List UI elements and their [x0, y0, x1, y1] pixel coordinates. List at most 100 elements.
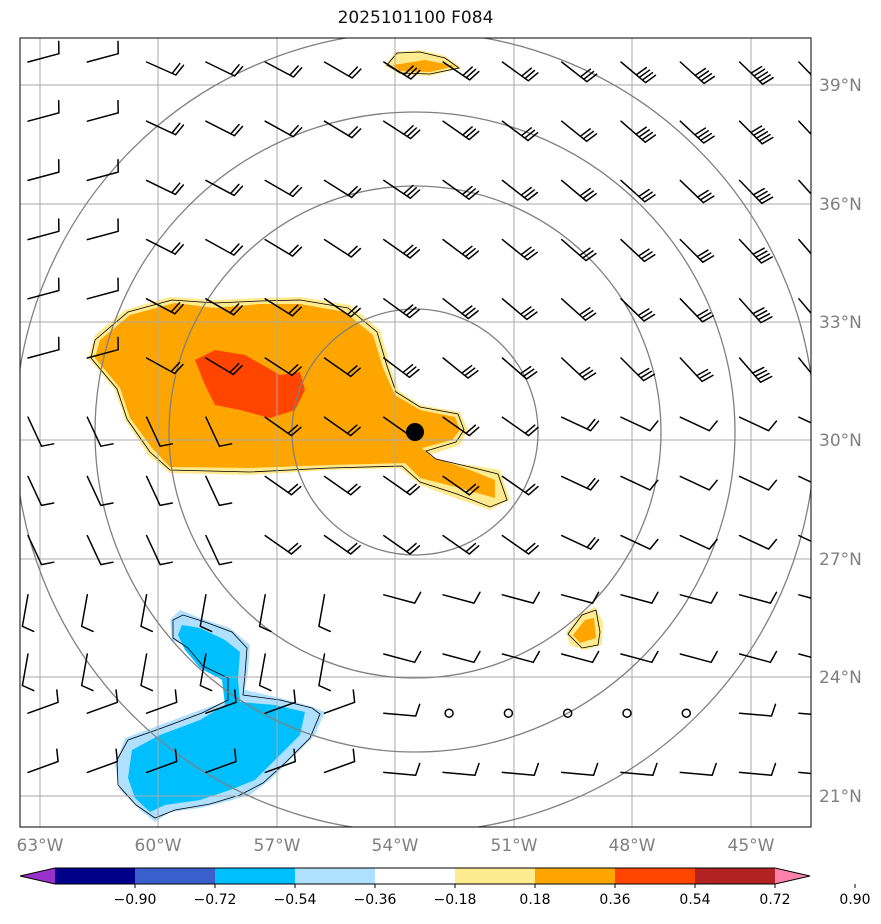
wind-barb	[679, 534, 718, 550]
wind-barb	[501, 298, 538, 321]
colorbar-swatch	[135, 868, 216, 884]
lat-label-24: 24°N	[819, 668, 862, 688]
wind-barb	[145, 748, 178, 774]
wind-barb	[620, 357, 655, 382]
wind-barb	[798, 653, 811, 659]
wind-barb	[323, 238, 362, 258]
wind-barb	[145, 298, 184, 315]
wind-barb	[442, 179, 480, 200]
wind-barb	[199, 653, 213, 692]
colorbar: −0.90 −0.72 −0.54 −0.36 −0.18 0.18 0.36 0.54 0.7…	[19, 867, 871, 908]
wind-barb	[798, 416, 811, 424]
wind-barb	[80, 653, 94, 692]
wind-barb	[323, 534, 361, 555]
wind-barb	[679, 650, 718, 664]
wind-barb	[323, 748, 356, 774]
colorbar-swatch	[615, 868, 696, 884]
wind-barb	[86, 748, 119, 774]
wind-barb	[264, 534, 302, 555]
wind-barb	[620, 475, 659, 491]
wind-barb	[323, 689, 356, 714]
wind-barb	[620, 298, 656, 322]
wind-barb	[323, 61, 362, 79]
positive-top-orange	[393, 60, 455, 72]
colorbar-tick-label: 0.36	[599, 892, 630, 908]
wind-barb	[798, 238, 811, 255]
wind-barb	[620, 762, 658, 776]
wind-barb	[560, 61, 598, 83]
colorbar-extend-high	[775, 868, 810, 884]
wind-barb	[21, 594, 35, 633]
calm-wind-circle	[681, 708, 692, 718]
wind-barb	[383, 179, 421, 200]
wind-barb	[145, 689, 178, 714]
colorbar-swatch	[375, 868, 456, 884]
wind-barb	[798, 594, 811, 599]
wind-barb	[258, 594, 272, 633]
wind-barb	[501, 61, 539, 82]
wind-barb	[798, 61, 811, 76]
wind-barb	[620, 179, 656, 203]
wind-barb	[620, 591, 659, 604]
wind-barb	[383, 703, 421, 717]
wind-barb	[738, 762, 777, 776]
wind-barb	[442, 534, 480, 555]
wind-barb	[145, 416, 174, 447]
wind-barb	[205, 475, 233, 507]
wind-barb	[679, 357, 714, 383]
colorbar-swatch	[215, 868, 296, 884]
wind-barb	[264, 357, 302, 377]
lat-label-33: 33°N	[819, 313, 862, 333]
lon-label-48: 48°W	[609, 836, 656, 856]
wind-barb	[560, 357, 597, 381]
wind-barb	[501, 475, 539, 496]
wind-barb	[205, 179, 244, 197]
wind-barb	[442, 416, 480, 437]
wind-barb	[86, 336, 119, 359]
wind-barb	[21, 653, 35, 692]
wind-barb	[798, 712, 811, 716]
colorbar-outline	[19, 867, 811, 885]
wind-barb	[442, 475, 480, 496]
wind-barb	[27, 159, 60, 182]
wind-barb	[264, 475, 302, 496]
colorbar-tick-label: −0.18	[434, 892, 477, 908]
wind-barb	[738, 61, 774, 85]
negative-region-blue	[128, 625, 305, 812]
wind-barb	[442, 762, 480, 776]
positive-region-outline	[90, 299, 508, 508]
wind-barb	[27, 40, 60, 63]
wind-barb	[323, 416, 361, 437]
lon-label-45: 45°W	[728, 836, 775, 856]
wind-barb	[798, 534, 811, 543]
wind-barb	[205, 238, 244, 256]
wind-barb	[679, 416, 718, 432]
wind-barb	[383, 762, 421, 776]
map-frame	[19, 37, 812, 828]
wind-barb	[798, 357, 811, 375]
wind-barb	[27, 99, 60, 122]
wind-barb	[86, 218, 119, 241]
wind-barb	[442, 298, 479, 320]
colorbar-swatch	[695, 868, 776, 884]
wind-barb	[205, 357, 243, 376]
wind-barb	[738, 416, 778, 432]
calm-wind-circle	[622, 708, 632, 718]
wind-barb	[140, 594, 154, 633]
wind-barb	[86, 475, 114, 507]
wind-barb	[798, 179, 811, 195]
wind-barb	[205, 120, 244, 137]
wind-barb	[738, 534, 778, 550]
wind-barb	[679, 61, 716, 85]
wind-barb	[501, 591, 541, 604]
wind-barb	[80, 594, 94, 633]
wind-barb	[679, 298, 714, 323]
lon-label-51: 51°W	[491, 836, 538, 856]
wind-barb	[738, 650, 778, 664]
wind-barb	[798, 475, 811, 483]
wind-barb	[501, 416, 539, 437]
calm-wind-circle	[444, 708, 454, 718]
wind-barb	[323, 298, 361, 318]
wind-barb	[560, 298, 597, 321]
